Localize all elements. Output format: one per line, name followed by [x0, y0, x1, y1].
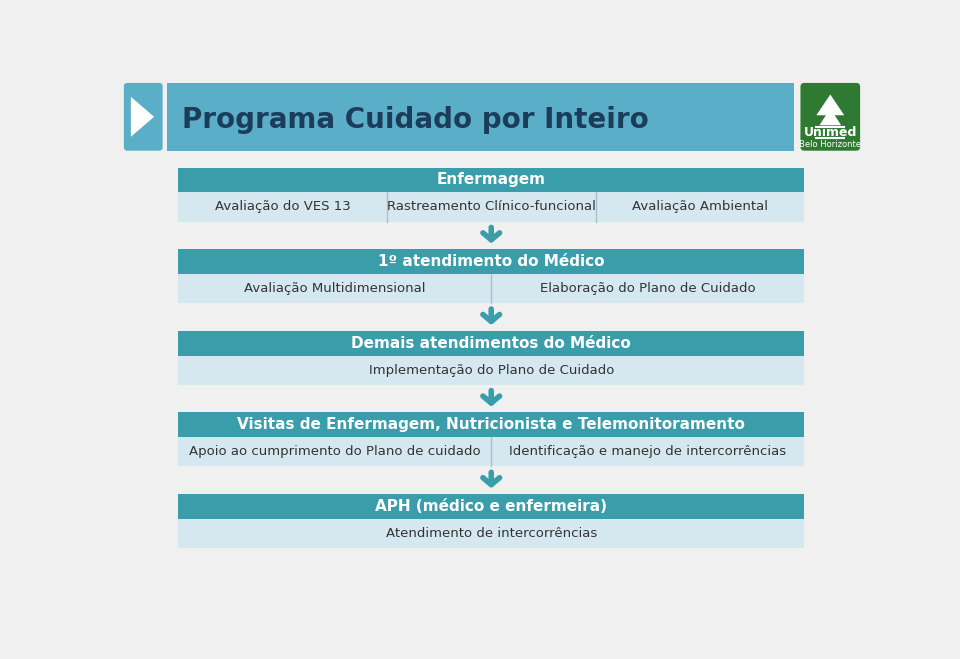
- Bar: [179, 437, 804, 467]
- FancyBboxPatch shape: [124, 83, 162, 151]
- Text: Avaliação do VES 13: Avaliação do VES 13: [215, 200, 350, 214]
- Text: Rastreamento Clínico-funcional: Rastreamento Clínico-funcional: [387, 200, 595, 214]
- Bar: [179, 519, 804, 548]
- Bar: [179, 167, 804, 192]
- Text: Programa Cuidado por Inteiro: Programa Cuidado por Inteiro: [182, 106, 649, 134]
- Text: Implementação do Plano de Cuidado: Implementação do Plano de Cuidado: [369, 364, 613, 377]
- Polygon shape: [816, 94, 844, 115]
- Bar: [179, 331, 804, 355]
- Bar: [179, 494, 804, 519]
- Text: Avaliação Multidimensional: Avaliação Multidimensional: [244, 282, 425, 295]
- Bar: [179, 413, 804, 437]
- Bar: [179, 192, 804, 221]
- Text: Unimed: Unimed: [804, 127, 857, 140]
- Text: Avaliação Ambiental: Avaliação Ambiental: [632, 200, 768, 214]
- Text: Demais atendimentos do Médico: Demais atendimentos do Médico: [351, 335, 631, 351]
- Text: Enfermagem: Enfermagem: [437, 173, 545, 187]
- Text: Apoio ao cumprimento do Plano de cuidado: Apoio ao cumprimento do Plano de cuidado: [189, 445, 481, 458]
- Bar: [179, 274, 804, 303]
- Text: Belo Horizonte: Belo Horizonte: [800, 140, 861, 149]
- FancyBboxPatch shape: [801, 83, 860, 151]
- Text: Elaboração do Plano de Cuidado: Elaboração do Plano de Cuidado: [540, 282, 756, 295]
- Bar: [166, 83, 794, 151]
- Text: Atendimento de intercorrências: Atendimento de intercorrências: [386, 527, 597, 540]
- Bar: [179, 355, 804, 385]
- Polygon shape: [131, 97, 155, 137]
- Text: APH (médico e enfermeira): APH (médico e enfermeira): [375, 499, 608, 514]
- Polygon shape: [820, 108, 841, 125]
- Text: Visitas de Enfermagem, Nutricionista e Telemonitoramento: Visitas de Enfermagem, Nutricionista e T…: [237, 417, 745, 432]
- Text: Identificação e manejo de intercorrências: Identificação e manejo de intercorrência…: [509, 445, 786, 458]
- Text: 1º atendimento do Médico: 1º atendimento do Médico: [378, 254, 605, 269]
- Bar: [179, 249, 804, 274]
